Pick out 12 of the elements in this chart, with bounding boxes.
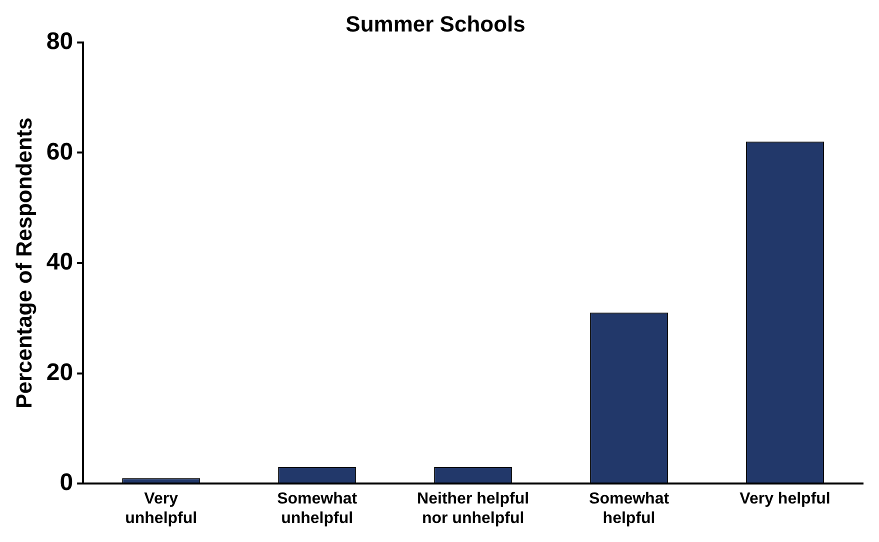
y-tick-label: 40 [46,248,74,276]
x-tick-label: Very helpful [740,490,830,508]
chart-title: Summer Schools [346,11,526,36]
x-tick-label: Somewhat helpful [589,490,670,527]
y-tick-label: 60 [46,138,74,166]
x-tick-label: Neither helpful nor unhelpful [417,490,530,527]
x-tick-label: Very unhelpful [125,490,198,527]
y-tick-label: 20 [46,358,74,386]
x-tick-label: Somewhat unhelpful [277,490,358,527]
y-axis-title: Percentage of Respondents [11,118,36,408]
y-tick-label: 80 [46,28,74,56]
y-tick-label: 0 [60,469,74,496]
